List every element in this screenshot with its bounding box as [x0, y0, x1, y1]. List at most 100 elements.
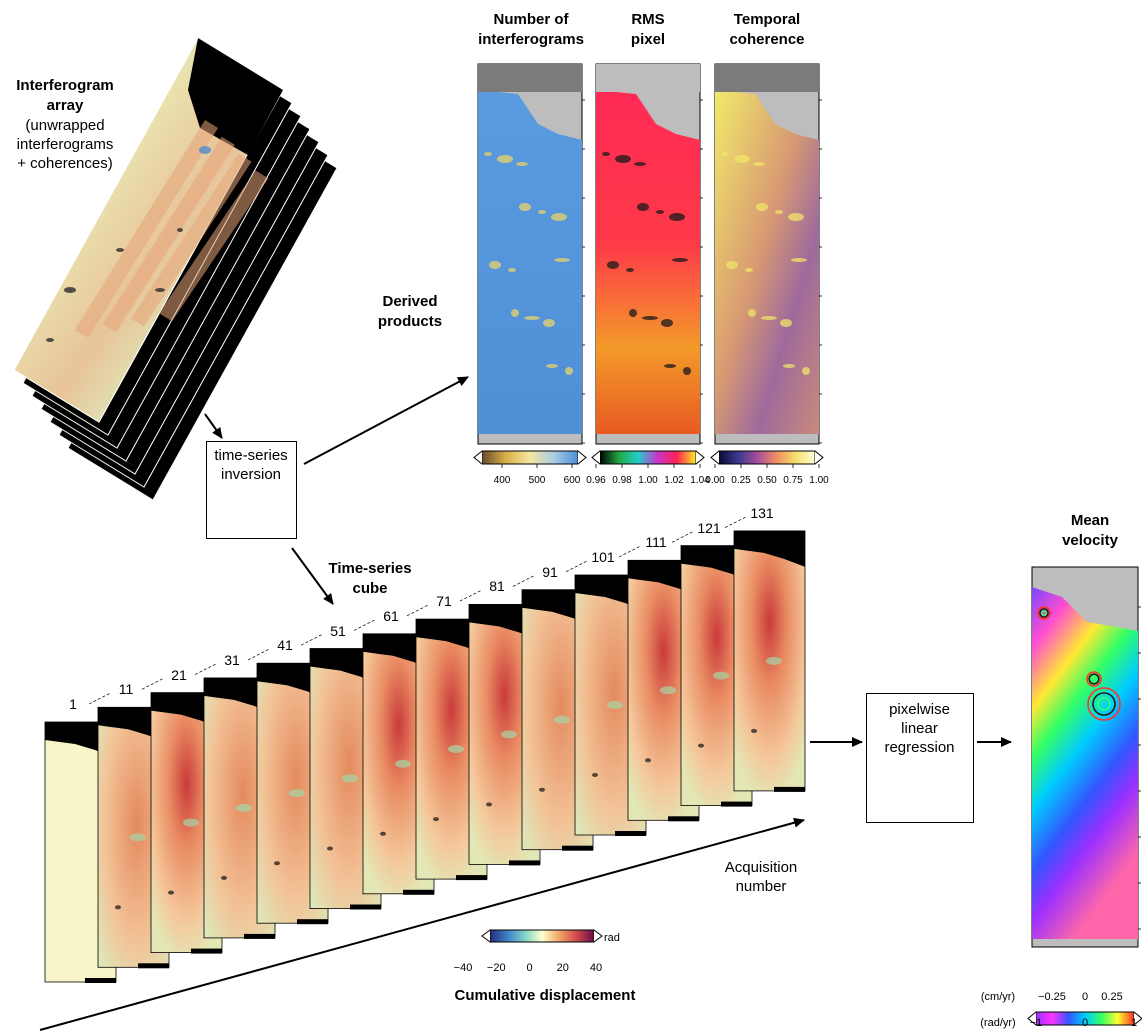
- derived-line1: Derived: [360, 292, 460, 312]
- array-desc-line3: + coherences): [0, 154, 130, 173]
- cube-colorbar-tick-2: 0: [514, 962, 546, 974]
- velocity-tick-bottom-2: 1: [1122, 1017, 1142, 1029]
- regression-line3: regression: [867, 738, 972, 757]
- array-spot-0: [64, 287, 76, 293]
- rms-pixel-map-patch-0: [602, 152, 610, 156]
- rms-pixel-map-patch-12: [626, 268, 634, 272]
- num-interferograms-map-patch-13: [543, 319, 555, 327]
- temporal-coherence-map-patch-0: [721, 152, 729, 156]
- rms-pixel-map-patch-9: [683, 367, 691, 375]
- cube-frame-nodata-bottom-81: [509, 860, 540, 865]
- cube-frame-nodata-bottom-91: [562, 846, 593, 851]
- cube-frame-dark-spot-101: [592, 773, 598, 777]
- cube-frame-dark-spot-131: [751, 729, 757, 733]
- acquisition-axis-label: Acquisition number: [706, 858, 816, 896]
- panel1-title2: pixel: [595, 30, 701, 50]
- array-spot-4: [177, 228, 183, 232]
- acquisition-label-21: 21: [159, 667, 199, 683]
- cube-frame-green-spot-21: [183, 819, 199, 827]
- cube-colorbar-right-cap: [594, 930, 602, 942]
- panel0-tick-label-1: 500: [521, 475, 553, 486]
- velocity-tick-bottom-1: 0: [1073, 1017, 1097, 1029]
- temporal-coherence-map-nodata-top: [715, 64, 819, 92]
- num-interferograms-map-nodata-top: [478, 64, 582, 92]
- velocity-title-line2: velocity: [1040, 531, 1140, 551]
- temporal-coherence-map-patch-8: [761, 316, 777, 320]
- num-interferograms-map-patch-9: [565, 367, 573, 375]
- acquisition-label-131: 131: [742, 505, 782, 521]
- cube-title-line2: cube: [320, 579, 420, 599]
- num-interferograms-map-patch-2: [554, 258, 570, 262]
- rms-pixel-map-patch-6: [656, 210, 664, 214]
- cube-frame-131: [734, 531, 805, 792]
- temporal-coherence-map-patch-6: [775, 210, 783, 214]
- rms-pixel-map-colorbar-left-cap: [592, 451, 600, 464]
- cube-frame-nodata-bottom-101: [615, 831, 646, 836]
- cube-frame-green-spot-91: [554, 716, 570, 724]
- array-title-line2: array: [0, 96, 130, 116]
- rms-pixel-map-patch-5: [615, 155, 631, 163]
- acq-label-line2: number: [706, 877, 816, 896]
- velocity-tick-top-2: 0.25: [1094, 991, 1130, 1003]
- temporal-coherence-map-colorbar-bar: [719, 451, 815, 464]
- temporal-coherence-map-colorbar-left-cap: [711, 451, 719, 464]
- cube-colorbar-tick-0: −40: [447, 962, 479, 974]
- acquisition-label-1: 1: [53, 696, 93, 712]
- array-spot-1: [116, 248, 124, 252]
- cube-frame-nodata-bottom-11: [138, 963, 169, 968]
- panel-title-temporal-coherence: Temporal coherence: [710, 10, 824, 50]
- cube-frame-nodata-bottom-121: [721, 802, 752, 807]
- num-interferograms-map-patch-7: [489, 261, 501, 269]
- num-interferograms-map-patch-10: [516, 162, 528, 166]
- derived-products-label: Derived products: [360, 292, 460, 332]
- num-interferograms-map-colorbar-bar: [482, 451, 578, 464]
- array-desc-line1: (unwrapped: [0, 116, 130, 135]
- inversion-line1: time-series: [207, 446, 295, 465]
- velocity-map-land: [1032, 587, 1138, 939]
- num-interferograms-map-patch-3: [511, 309, 519, 317]
- cube-frame-dark-spot-41: [274, 861, 280, 865]
- acquisition-label-81: 81: [477, 578, 517, 594]
- temporal-coherence-map-patch-12: [745, 268, 753, 272]
- cube-frame-green-spot-101: [607, 701, 623, 709]
- temporal-coherence-map-patch-2: [791, 258, 807, 262]
- velocity-unit-bottom: (rad/yr): [968, 1017, 1028, 1029]
- cube-frame-green-spot-31: [236, 804, 252, 812]
- temporal-coherence-map-patch-9: [802, 367, 810, 375]
- velocity-tick-top-0: −0.25: [1034, 991, 1070, 1003]
- cube-frame-nodata-bottom-31: [244, 934, 275, 939]
- num-interferograms-map-patch-8: [524, 316, 540, 320]
- panel1-title1: RMS: [595, 10, 701, 30]
- cube-colorbar-tick-3: 20: [547, 962, 579, 974]
- cube-colorbar: [482, 930, 602, 942]
- derived-line2: products: [360, 312, 460, 332]
- temporal-coherence-map-patch-4: [783, 364, 795, 368]
- cube-frame-green-spot-11: [130, 833, 146, 841]
- num-interferograms-map-colorbar: [474, 451, 586, 464]
- cube-frame-dark-spot-111: [645, 758, 651, 762]
- temporal-coherence-map-patch-7: [726, 261, 738, 269]
- cube-frame-green-spot-131: [766, 657, 782, 665]
- cube-colorbar-tick-4: 40: [580, 962, 612, 974]
- mean-velocity-panel: [1028, 567, 1142, 1025]
- cube-frame-dark-spot-81: [486, 802, 492, 806]
- rms-pixel-map-colorbar-right-cap: [696, 451, 704, 464]
- cube-frame-dark-spot-51: [327, 847, 333, 851]
- array-title-line1: Interferogram: [0, 76, 130, 96]
- inversion-line2: inversion: [207, 465, 295, 484]
- rms-pixel-map-patch-13: [661, 319, 673, 327]
- num-interferograms-map-patch-12: [508, 268, 516, 272]
- acquisition-label-41: 41: [265, 637, 305, 653]
- cube-frame-green-spot-71: [448, 745, 464, 753]
- regression-line1: pixelwise: [867, 700, 972, 719]
- cube-frame-dark-spot-61: [380, 832, 386, 836]
- array-spot-3: [46, 338, 54, 342]
- cube-frame-nodata-bottom-21: [191, 949, 222, 954]
- temporal-coherence-map-patch-3: [748, 309, 756, 317]
- cube-colorbar-bar: [490, 930, 594, 942]
- rms-pixel-map-patch-10: [634, 162, 646, 166]
- velocity-unit-top: (cm/yr): [968, 991, 1028, 1003]
- arrow-array-to-inversion: [205, 414, 222, 438]
- cube-frame-green-spot-61: [395, 760, 411, 768]
